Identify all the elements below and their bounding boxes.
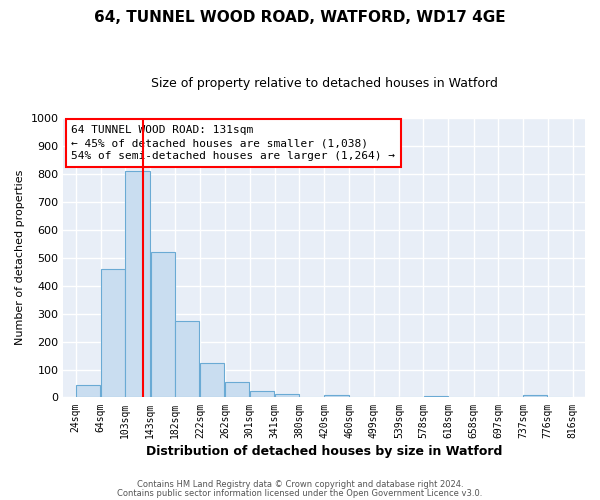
Bar xyxy=(523,395,547,398)
Bar xyxy=(151,252,175,398)
X-axis label: Distribution of detached houses by size in Watford: Distribution of detached houses by size … xyxy=(146,444,502,458)
Bar xyxy=(225,382,250,398)
Text: Contains HM Land Registry data © Crown copyright and database right 2024.: Contains HM Land Registry data © Crown c… xyxy=(137,480,463,489)
Y-axis label: Number of detached properties: Number of detached properties xyxy=(15,170,25,346)
Text: 64 TUNNEL WOOD ROAD: 131sqm
← 45% of detached houses are smaller (1,038)
54% of : 64 TUNNEL WOOD ROAD: 131sqm ← 45% of det… xyxy=(71,125,395,162)
Bar xyxy=(200,364,224,398)
Bar xyxy=(125,171,149,398)
Bar xyxy=(424,396,448,398)
Bar xyxy=(175,320,199,398)
Bar xyxy=(250,392,274,398)
Bar xyxy=(275,394,299,398)
Text: 64, TUNNEL WOOD ROAD, WATFORD, WD17 4GE: 64, TUNNEL WOOD ROAD, WATFORD, WD17 4GE xyxy=(94,10,506,25)
Bar xyxy=(76,384,100,398)
Text: Contains public sector information licensed under the Open Government Licence v3: Contains public sector information licen… xyxy=(118,488,482,498)
Bar xyxy=(325,395,349,398)
Bar xyxy=(101,269,125,398)
Title: Size of property relative to detached houses in Watford: Size of property relative to detached ho… xyxy=(151,78,497,90)
